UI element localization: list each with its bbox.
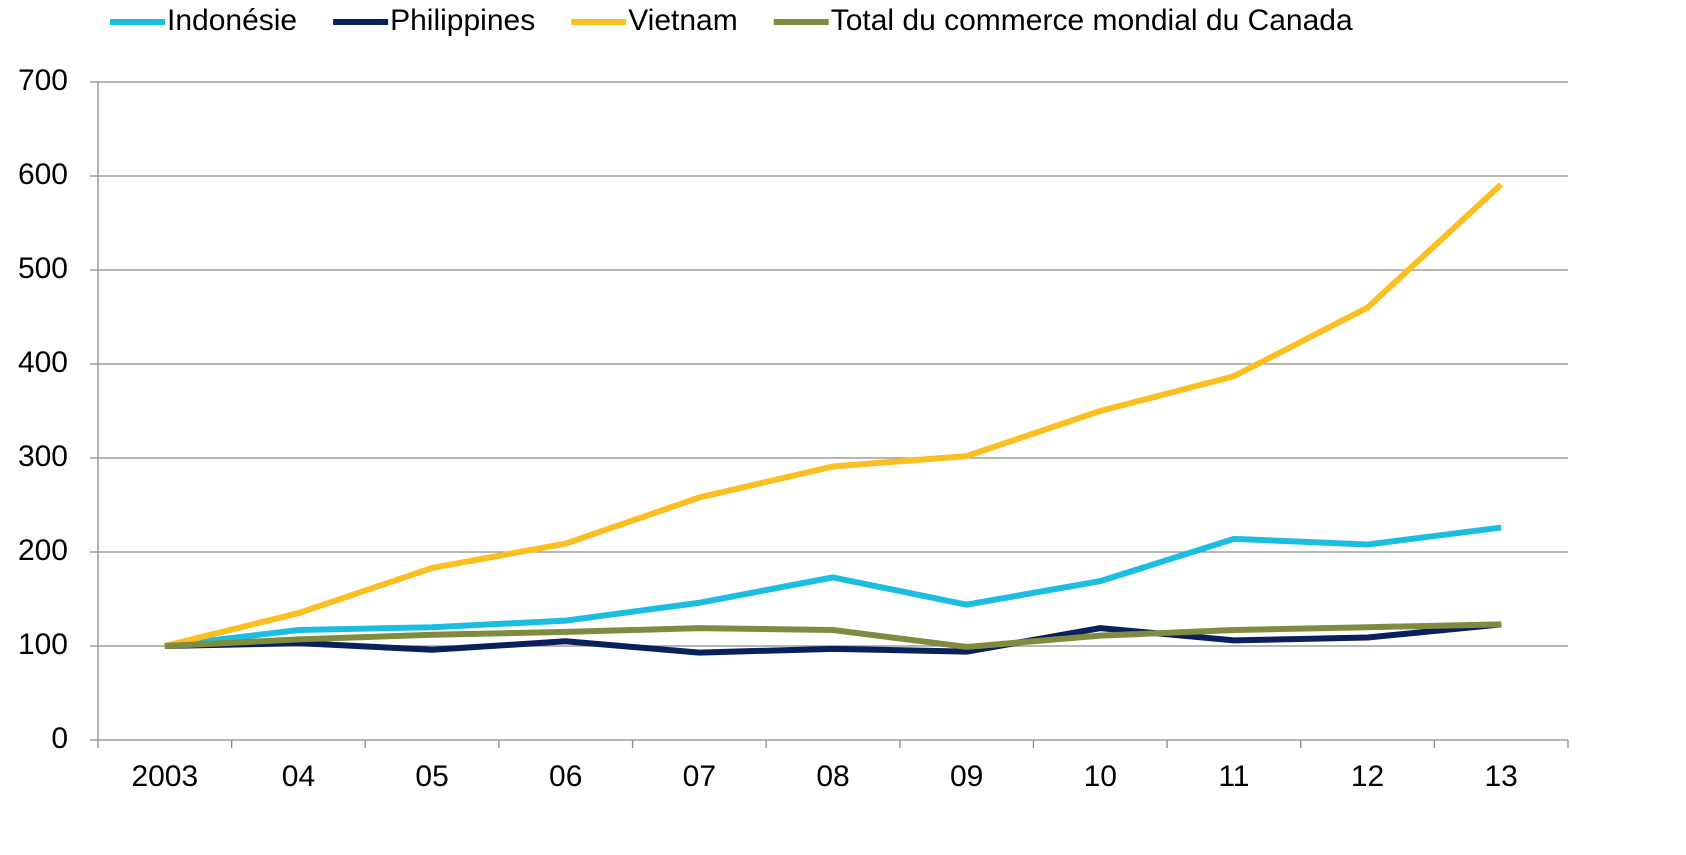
series-line <box>164 524 1502 649</box>
x-tick-label: 06 <box>549 760 582 793</box>
x-tick-label: 10 <box>1084 760 1117 793</box>
legend-label: Indonésie <box>167 4 297 37</box>
y-tick-label: 200 <box>18 534 68 567</box>
legend-label: Vietnam <box>628 4 738 37</box>
x-tick-label: 07 <box>683 760 716 793</box>
y-tick-label: 500 <box>18 252 68 285</box>
x-tick-label: 13 <box>1484 760 1517 793</box>
x-tick-label: 08 <box>816 760 849 793</box>
y-tick-label: 300 <box>18 440 68 473</box>
y-tick-label: 700 <box>18 64 68 97</box>
x-tick-label: 05 <box>415 760 448 793</box>
y-tick-label: 0 <box>51 722 68 755</box>
y-tick-label: 100 <box>18 628 68 661</box>
series-line <box>164 621 1502 650</box>
legend-label: Total du commerce mondial du Canada <box>831 4 1353 37</box>
x-tick-label: 09 <box>950 760 983 793</box>
series-line <box>164 621 1502 656</box>
y-tick-label: 600 <box>18 158 68 191</box>
series-line <box>164 182 1504 649</box>
legend-label: Philippines <box>390 4 535 37</box>
x-tick-label: 12 <box>1351 760 1384 793</box>
x-tick-label: 04 <box>282 760 315 793</box>
x-tick-label: 11 <box>1218 760 1249 793</box>
x-tick-label: 2003 <box>131 760 198 793</box>
y-tick-label: 400 <box>18 346 68 379</box>
